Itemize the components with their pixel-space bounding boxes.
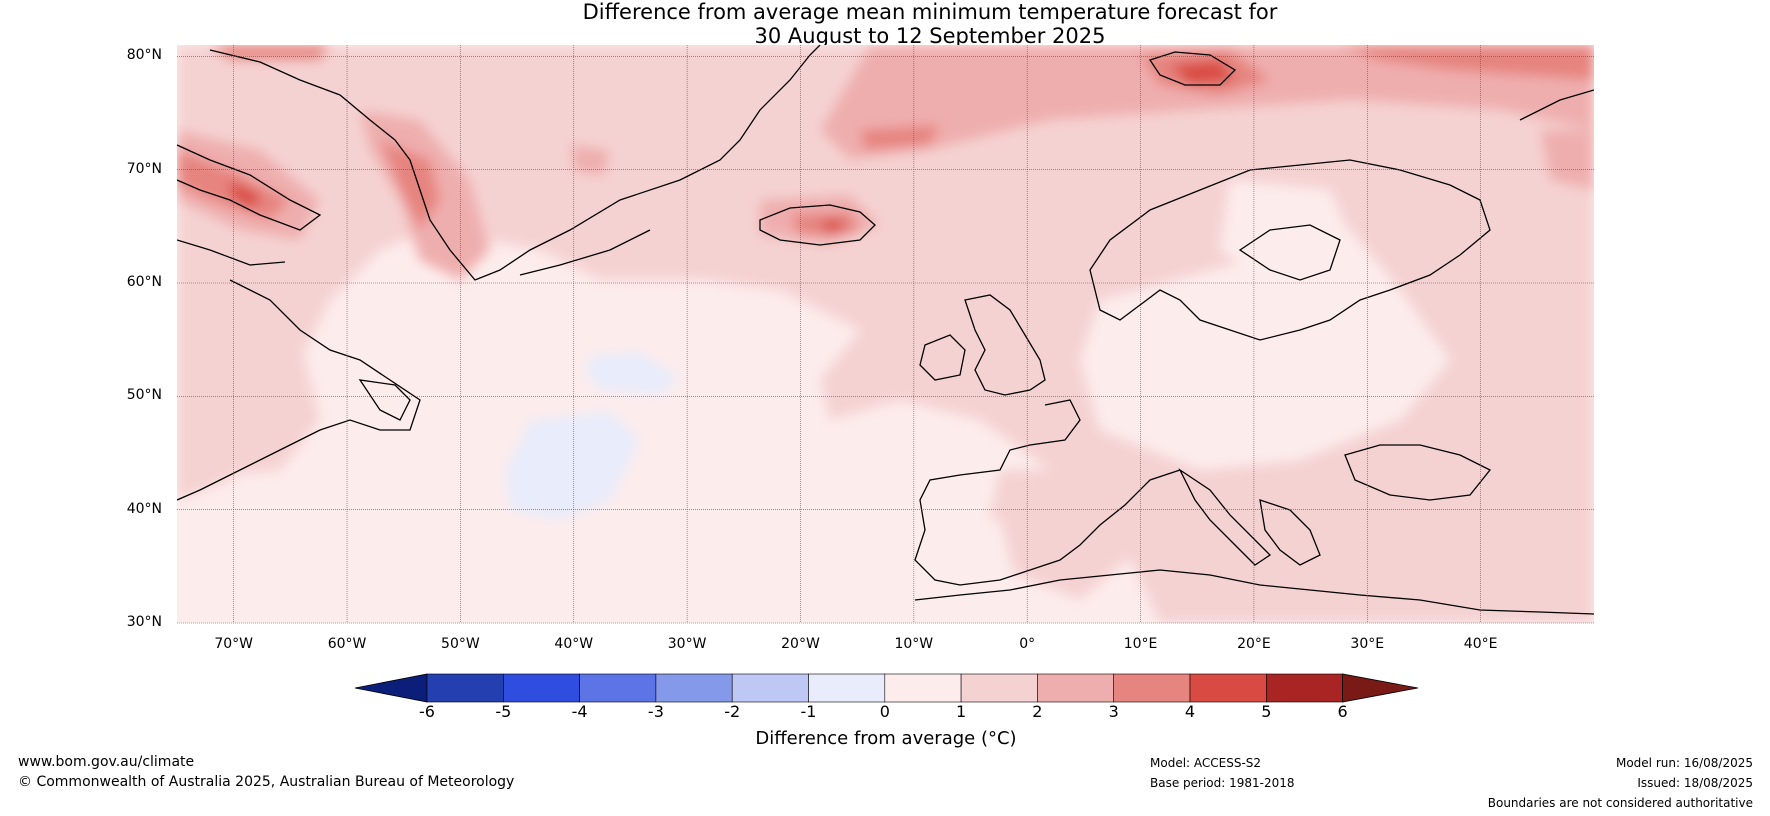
colorbar-tick-label: 1 [956, 702, 967, 721]
colorbar-bin [1037, 673, 1115, 703]
colorbar-tick-label: -1 [800, 702, 817, 721]
colorbar-tick-label: 6 [1337, 702, 1348, 721]
colorbar-bin [502, 673, 580, 703]
coastlines [177, 45, 1594, 615]
colorbar-tick-label: -5 [495, 702, 512, 721]
colorbar-tick-label: -6 [419, 702, 435, 721]
copyright-text: © Commonwealth of Australia 2025, Austra… [18, 774, 515, 790]
colorbar-bin [1189, 673, 1267, 703]
colorbar-label: Difference from average (°C) [755, 728, 1017, 749]
colorbar-tick-label: -3 [647, 702, 664, 721]
base-period-text: Base period: 1981-2018 [1150, 776, 1295, 790]
title-line-2: 30 August to 12 September 2025 [754, 24, 1106, 48]
longitude-label: 70°W [214, 636, 254, 652]
colorbar-tick-label: -4 [571, 702, 588, 721]
model-text: Model: ACCESS-S2 [1150, 756, 1262, 770]
colorbar-tick-label: 2 [1032, 702, 1043, 721]
colorbar-bin [884, 673, 962, 703]
model-run-text: Model run: 16/08/2025 [1615, 756, 1753, 770]
longitude-label: 30°W [667, 636, 707, 652]
colorbar-bin [655, 673, 733, 703]
colorbar-tick-label: 5 [1261, 702, 1272, 721]
issued-text: Issued: 18/08/2025 [1637, 776, 1753, 790]
latitude-label: 50°N [126, 387, 162, 404]
colorbar-bin [731, 673, 809, 703]
latitude-label: 70°N [126, 160, 162, 177]
longitude-label: 50°W [441, 636, 480, 652]
colorbar-tick-label: -2 [724, 702, 741, 721]
chart-title: Difference from average mean minimum tem… [0, 0, 1770, 48]
latitude-label: 60°N [126, 274, 162, 290]
colorbar-bin [1113, 673, 1191, 703]
disclaimer-text: Boundaries are not considered authoritat… [1487, 796, 1753, 810]
graticule [177, 45, 1594, 624]
latitude-label: 80°N [126, 47, 162, 64]
colorbar [354, 673, 1419, 703]
longitude-label: 30°E [1350, 636, 1385, 652]
colorbar-tick-label: 3 [1108, 702, 1119, 721]
anomaly-field [177, 45, 1594, 623]
colorbar-bin [960, 673, 1038, 703]
colorbar-tick-label: 0 [879, 702, 890, 721]
colorbar-tick-label: 4 [1184, 702, 1196, 721]
longitude-label: 20°E [1237, 636, 1271, 652]
website-link[interactable]: www.bom.gov.au/climate [18, 754, 195, 770]
latitude-label: 30°N [126, 614, 162, 630]
colorbar-bin [1266, 673, 1343, 703]
longitude-label: 40°W [554, 636, 594, 652]
colorbar-bin [426, 673, 504, 703]
longitude-label: 10°E [1123, 636, 1158, 652]
longitude-label: 40°E [1463, 636, 1498, 652]
colorbar-extend-low [354, 673, 428, 703]
title-line-1: Difference from average mean minimum tem… [582, 0, 1278, 24]
longitude-label: 20°W [781, 636, 820, 652]
colorbar-extend-high [1342, 673, 1419, 703]
longitude-label: 60°W [327, 636, 367, 652]
colorbar-bin [808, 673, 886, 703]
longitude-label: 10°W [894, 636, 934, 652]
latitude-label: 40°N [126, 500, 162, 517]
colorbar-bin [579, 673, 657, 703]
longitude-label: 0° [1019, 636, 1036, 652]
